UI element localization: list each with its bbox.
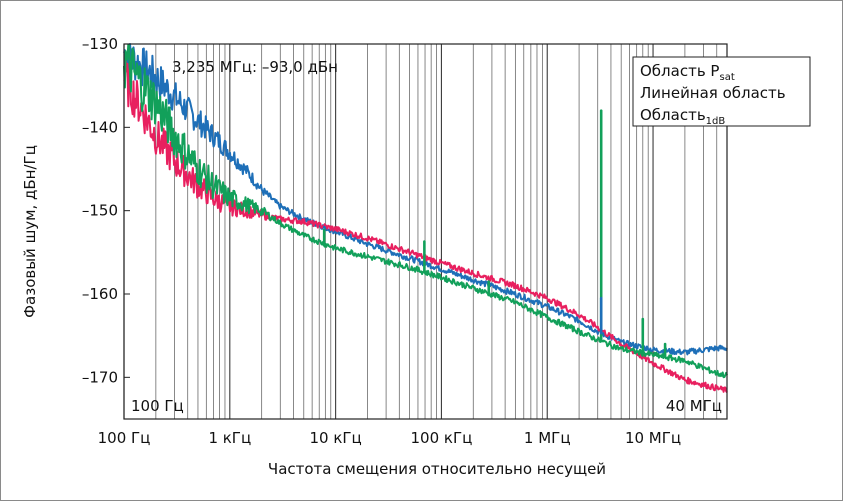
legend-label: Область [640,106,706,124]
x-tick-label: 10 кГц [309,429,361,447]
legend-label: Область P [640,62,719,80]
y-tick-label: –140 [82,118,118,136]
x-tick-label: 1 МГц [524,429,571,447]
left-bound-label: 100 Гц [131,397,184,415]
legend-entry-0: Область Psat [640,62,735,83]
legend-label: Линейная область [640,84,786,102]
right-bound-label: 40 МГц [666,397,722,415]
y-tick-label: –130 [82,35,118,53]
legend-subscript: 1dB [706,116,726,127]
legend-subscript: sat [719,72,734,83]
plot-area [124,44,727,419]
legend-entry-1: Линейная область [640,84,786,102]
legend-box [632,56,811,127]
legend-entry-2: Область1dB [640,106,725,127]
x-tick-label: 100 Гц [98,429,151,447]
marker-annotation: 3,235 МГц: –93,0 дБн [172,58,338,76]
x-tick-label: 1 кГц [208,429,251,447]
y-tick-label: –160 [82,285,118,303]
y-tick-label: –170 [82,368,118,386]
x-tick-label: 10 МГц [625,429,681,447]
plot-border [123,43,728,420]
x-axis-label: Частота смещения относительно несущей [268,460,606,478]
x-tick-label: 100 кГц [411,429,473,447]
y-tick-label: –150 [82,202,118,220]
y-axis-label: Фазовый шум, дБн/Гц [21,145,39,318]
series-line-2 [123,43,728,379]
